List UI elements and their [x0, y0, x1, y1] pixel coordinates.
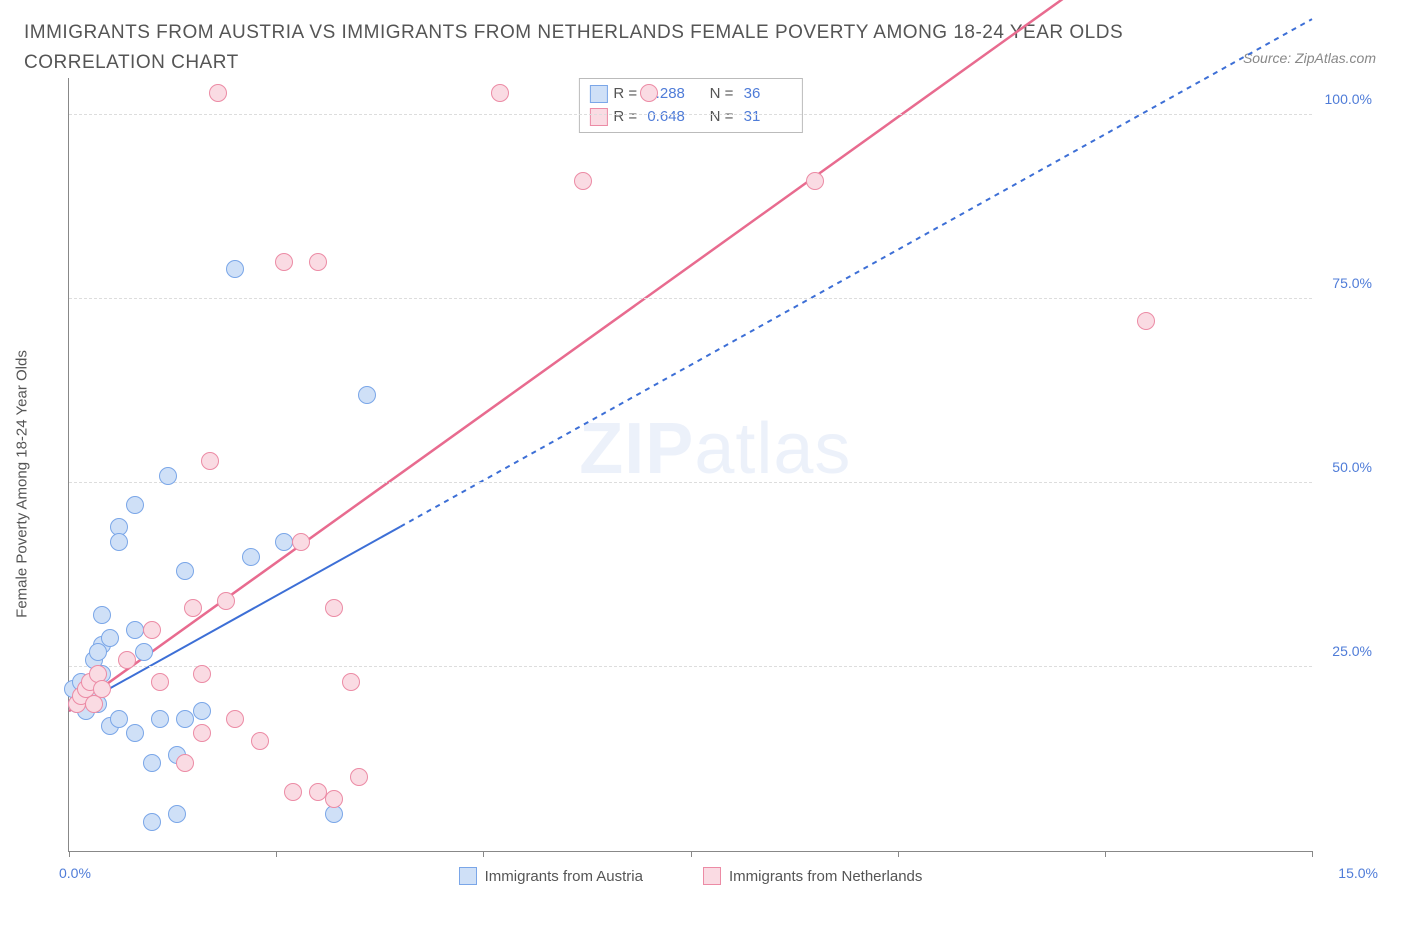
data-point-austria — [135, 643, 153, 661]
data-point-austria — [143, 754, 161, 772]
y-tick-label: 50.0% — [1317, 459, 1372, 475]
x-tick-mark — [1105, 851, 1106, 857]
stats-row-netherlands: R = 0.648 N = 31 — [589, 106, 791, 129]
data-point-netherlands — [193, 724, 211, 742]
data-point-austria — [242, 548, 260, 566]
correlation-stats-box: R = 0.288 N = 36R = 0.648 N = 31 — [578, 78, 802, 133]
y-tick-label: 25.0% — [1317, 643, 1372, 659]
data-point-netherlands — [151, 673, 169, 691]
data-point-netherlands — [1137, 312, 1155, 330]
data-point-austria — [193, 702, 211, 720]
x-tick-mark — [483, 851, 484, 857]
stat-N-value: 31 — [744, 106, 792, 129]
data-point-netherlands — [176, 754, 194, 772]
data-point-netherlands — [209, 84, 227, 102]
data-point-austria — [176, 710, 194, 728]
stat-R-label: R = — [613, 106, 641, 129]
data-point-netherlands — [284, 783, 302, 801]
data-point-netherlands — [574, 172, 592, 190]
stat-N-value: 36 — [744, 83, 792, 106]
data-point-austria — [176, 562, 194, 580]
data-point-austria — [168, 805, 186, 823]
gridline — [69, 114, 1312, 115]
gridline — [69, 666, 1312, 667]
data-point-netherlands — [309, 253, 327, 271]
chart-title: IMMIGRANTS FROM AUSTRIA VS IMMIGRANTS FR… — [24, 18, 1144, 79]
data-point-netherlands — [193, 665, 211, 683]
stat-R-value: 0.648 — [647, 106, 695, 129]
legend-item-netherlands: Immigrants from Netherlands — [703, 867, 922, 885]
data-point-austria — [101, 629, 119, 647]
data-point-netherlands — [217, 592, 235, 610]
x-tick-mark — [691, 851, 692, 857]
y-axis-label: Female Poverty Among 18-24 Year Olds — [14, 350, 31, 618]
stats-row-austria: R = 0.288 N = 36 — [589, 83, 791, 106]
x-tick-label: 15.0% — [1338, 865, 1378, 881]
x-tick-label: 0.0% — [59, 865, 91, 881]
x-tick-mark — [1312, 851, 1313, 857]
data-point-austria — [89, 643, 107, 661]
data-point-austria — [93, 606, 111, 624]
data-point-austria — [159, 467, 177, 485]
data-point-austria — [110, 533, 128, 551]
data-point-netherlands — [640, 84, 658, 102]
legend-item-austria: Immigrants from Austria — [459, 867, 643, 885]
plot-region: ZIPatlas R = 0.288 N = 36R = 0.648 N = 3… — [68, 78, 1312, 852]
y-tick-label: 75.0% — [1317, 275, 1372, 291]
data-point-netherlands — [491, 84, 509, 102]
data-point-austria — [110, 710, 128, 728]
data-point-netherlands — [226, 710, 244, 728]
data-point-netherlands — [184, 599, 202, 617]
watermark: ZIPatlas — [579, 408, 851, 490]
x-tick-mark — [898, 851, 899, 857]
gridline — [69, 298, 1312, 299]
data-point-netherlands — [806, 172, 824, 190]
data-point-austria — [126, 621, 144, 639]
data-point-netherlands — [292, 533, 310, 551]
series-legend: Immigrants from Austria Immigrants from N… — [69, 867, 1312, 885]
data-point-netherlands — [201, 452, 219, 470]
legend-label: Immigrants from Netherlands — [729, 868, 922, 885]
data-point-netherlands — [309, 783, 327, 801]
data-point-austria — [358, 386, 376, 404]
swatch-austria — [589, 85, 607, 103]
data-point-netherlands — [143, 621, 161, 639]
x-tick-mark — [69, 851, 70, 857]
data-point-netherlands — [325, 599, 343, 617]
swatch-netherlands — [703, 867, 721, 885]
chart-area: Female Poverty Among 18-24 Year Olds ZIP… — [50, 78, 1382, 890]
y-tick-label: 100.0% — [1317, 91, 1372, 107]
swatch-netherlands — [589, 108, 607, 126]
data-point-netherlands — [251, 732, 269, 750]
data-point-netherlands — [350, 768, 368, 786]
data-point-austria — [275, 533, 293, 551]
data-point-netherlands — [93, 680, 111, 698]
swatch-austria — [459, 867, 477, 885]
data-point-netherlands — [275, 253, 293, 271]
data-point-austria — [226, 260, 244, 278]
gridline — [69, 482, 1312, 483]
data-point-netherlands — [325, 790, 343, 808]
stat-R-label: R = — [613, 83, 641, 106]
data-point-austria — [143, 813, 161, 831]
data-point-netherlands — [118, 651, 136, 669]
stat-N-label: N = — [701, 106, 737, 129]
legend-label: Immigrants from Austria — [485, 868, 643, 885]
data-point-austria — [126, 496, 144, 514]
stat-N-label: N = — [701, 83, 737, 106]
x-tick-mark — [276, 851, 277, 857]
data-point-austria — [126, 724, 144, 742]
source-attribution: Source: ZipAtlas.com — [1243, 50, 1376, 66]
data-point-netherlands — [342, 673, 360, 691]
data-point-austria — [151, 710, 169, 728]
